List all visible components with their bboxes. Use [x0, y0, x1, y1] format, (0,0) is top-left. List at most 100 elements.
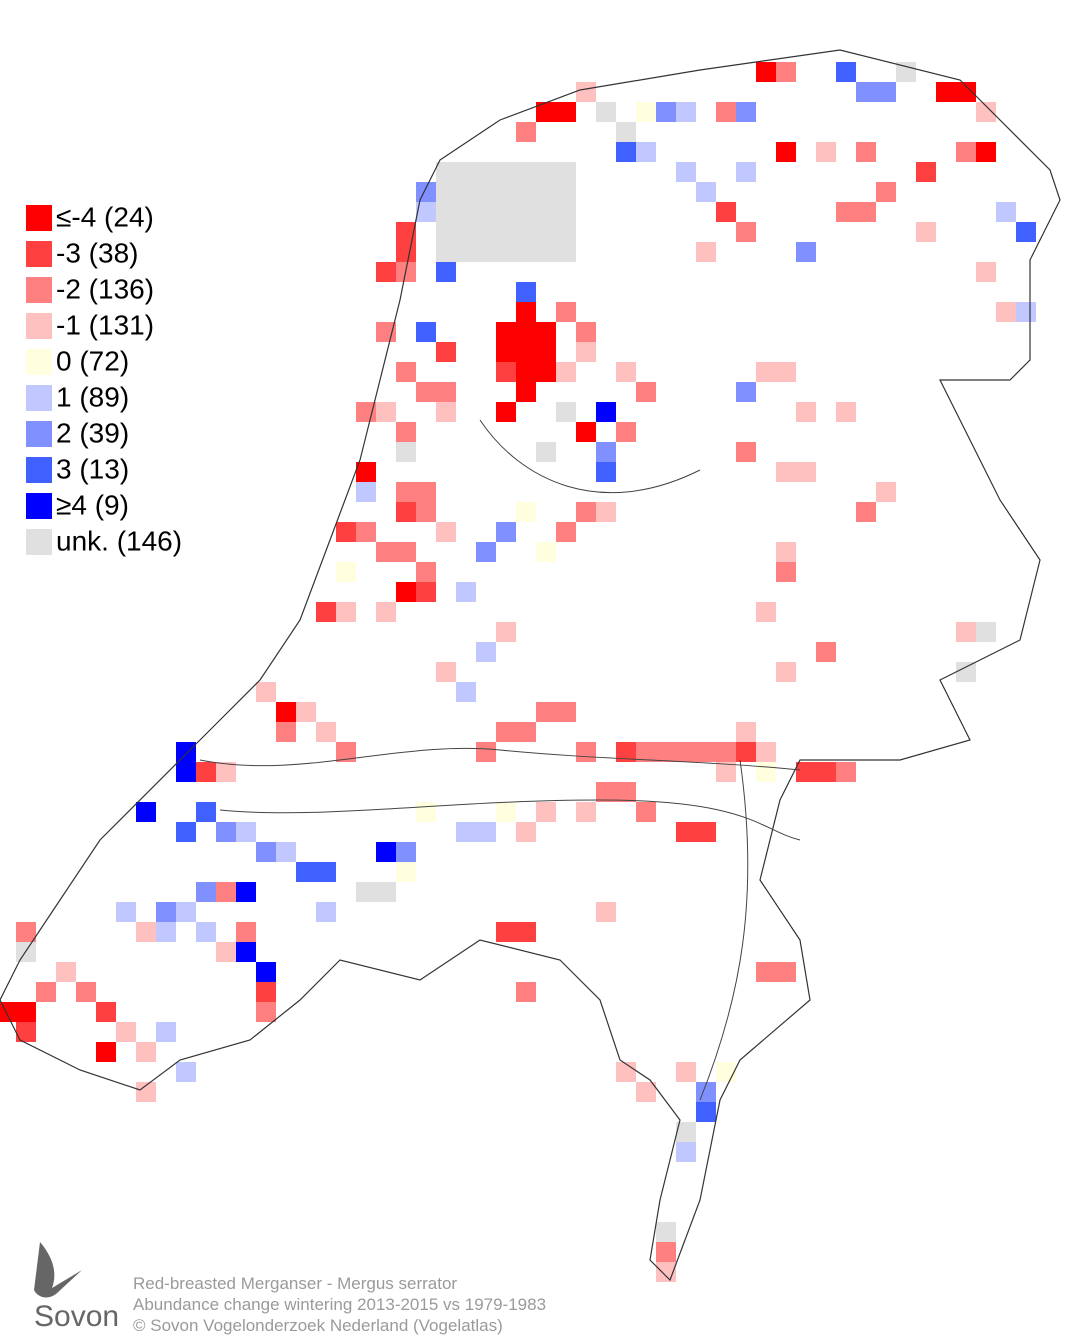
grid-cell [916, 162, 936, 182]
grid-cell [236, 822, 256, 842]
grid-cell [796, 462, 816, 482]
legend-swatch [26, 277, 52, 303]
grid-cell [536, 162, 556, 182]
legend-label: ≤-4 (24) [56, 201, 154, 232]
grid-cell [556, 222, 576, 242]
grid-cell [1016, 302, 1036, 322]
grid-cell [116, 1022, 136, 1042]
grid-cell [536, 542, 556, 562]
grid-cell [736, 382, 756, 402]
grid-cell [596, 502, 616, 522]
grid-cell [716, 742, 736, 762]
grid-cell [656, 1222, 676, 1242]
grid-cell [476, 822, 496, 842]
grid-cell [216, 882, 236, 902]
grid-cell [596, 782, 616, 802]
grid-cell [896, 62, 916, 82]
grid-cell [556, 702, 576, 722]
grid-cell [596, 902, 616, 922]
grid-cell [856, 142, 876, 162]
grid-cell [436, 222, 456, 242]
grid-cell [516, 202, 536, 222]
grid-cell [336, 562, 356, 582]
grid-cell [496, 402, 516, 422]
grid-cell [496, 222, 516, 242]
grid-cell [96, 1042, 116, 1062]
grid-cell [616, 142, 636, 162]
grid-cell [296, 862, 316, 882]
grid-cell [176, 762, 196, 782]
grid-cell [336, 742, 356, 762]
grid-cell [56, 962, 76, 982]
grid-cell [496, 322, 516, 342]
grid-cell [356, 402, 376, 422]
grid-cell [576, 802, 596, 822]
legend-label: 1 (89) [56, 381, 129, 412]
grid-cell [536, 242, 556, 262]
grid-cell [436, 402, 456, 422]
legend-swatch [26, 493, 52, 519]
grid-cell [416, 562, 436, 582]
grid-cell [256, 962, 276, 982]
grid-cell [796, 762, 816, 782]
grid-cell [16, 1002, 36, 1022]
grid-cell [516, 162, 536, 182]
grid-cell [376, 542, 396, 562]
grid-cell [616, 782, 636, 802]
grid-cell [536, 342, 556, 362]
grid-cell [536, 362, 556, 382]
grid-cell [196, 762, 216, 782]
grid-cell [656, 102, 676, 122]
grid-cell [376, 262, 396, 282]
grid-cell [756, 962, 776, 982]
grid-cell [616, 742, 636, 762]
footer-line: © Sovon Vogelonderzoek Nederland (Vogela… [133, 1316, 503, 1335]
grid-cell [856, 502, 876, 522]
grid-cell [296, 702, 316, 722]
grid-cell [496, 162, 516, 182]
river-lines [199, 419, 801, 1101]
grid-cell [736, 442, 756, 462]
grid-cell [196, 802, 216, 822]
grid-cell [256, 982, 276, 1002]
grid-cell [416, 182, 436, 202]
grid-cell [276, 722, 296, 742]
grid-cell [736, 162, 756, 182]
grid-cell [456, 202, 476, 222]
grid-cell [156, 922, 176, 942]
grid-cell [856, 82, 876, 102]
grid-cell [436, 662, 456, 682]
grid-cell [456, 682, 476, 702]
grid-cell [216, 942, 236, 962]
grid-cell [656, 1242, 676, 1262]
grid-cell [516, 122, 536, 142]
grid-cell [776, 962, 796, 982]
logo-text: Sovon [34, 1300, 119, 1333]
grid-cell [996, 302, 1016, 322]
grid-cell [736, 722, 756, 742]
grid-cell [516, 282, 536, 302]
grid-cell [876, 482, 896, 502]
grid-cell [416, 482, 436, 502]
grid-cell [416, 802, 436, 822]
grid-cell [436, 262, 456, 282]
grid-cell [756, 762, 776, 782]
grid-cell [516, 822, 536, 842]
grid-cell [376, 602, 396, 622]
grid-cell [836, 202, 856, 222]
grid-cell [136, 802, 156, 822]
grid-cell [496, 722, 516, 742]
grid-cell [416, 322, 436, 342]
grid-cell [976, 142, 996, 162]
grid-cell [556, 102, 576, 122]
grid-cell [776, 362, 796, 382]
grid-cell [396, 362, 416, 382]
grid-cell [396, 842, 416, 862]
grid-cell [376, 882, 396, 902]
grid-cell [976, 102, 996, 122]
grid-cell [956, 622, 976, 642]
grid-cell [756, 602, 776, 622]
country-outline [0, 49, 1061, 1282]
grid-cell [36, 982, 56, 1002]
grid-cell [396, 482, 416, 502]
